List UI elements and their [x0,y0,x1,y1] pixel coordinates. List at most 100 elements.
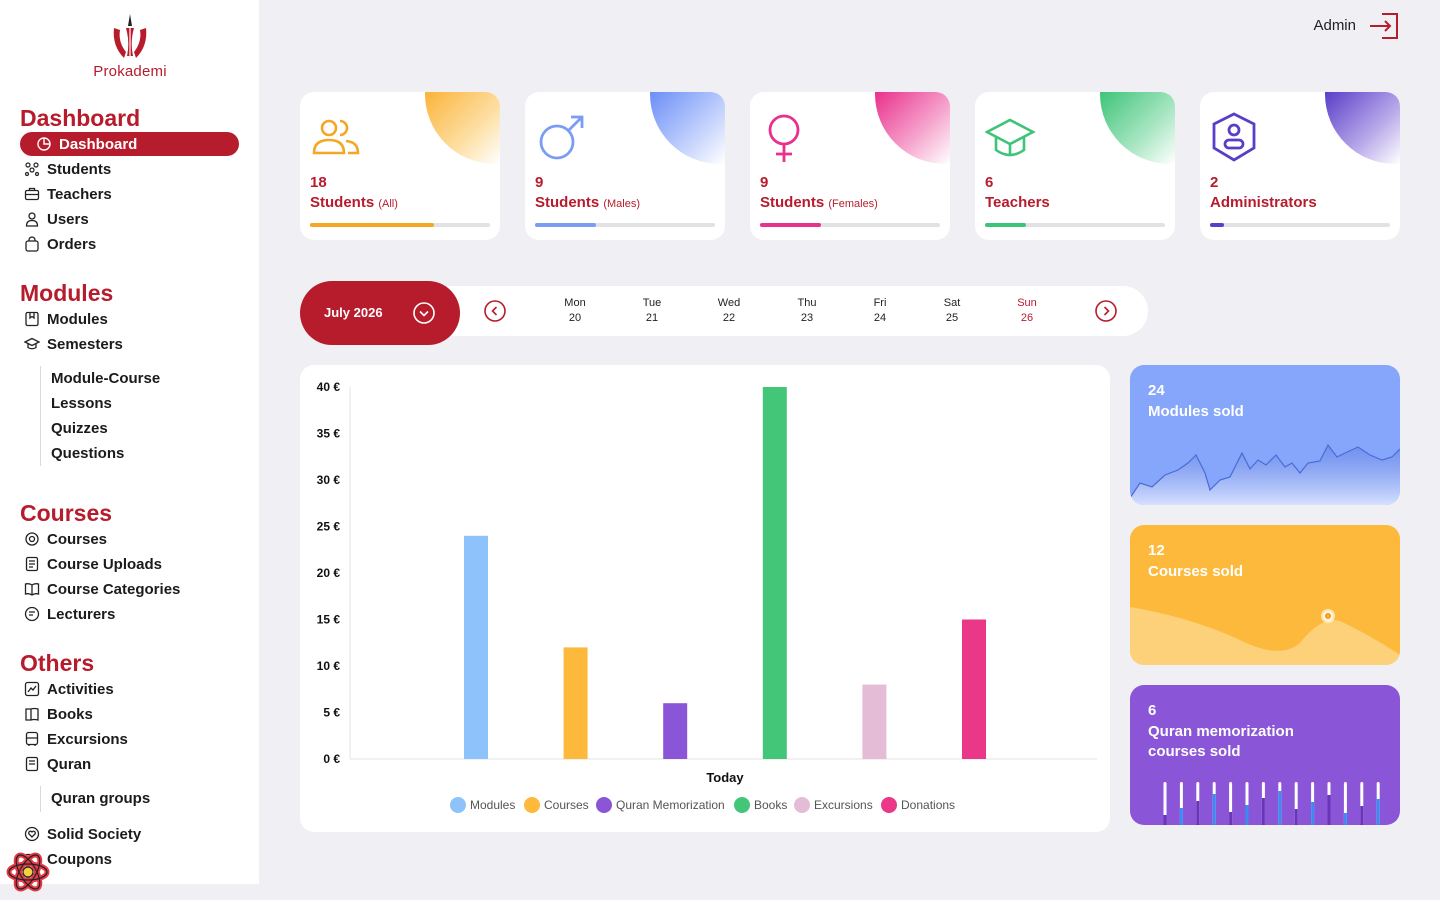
decor-bar-fill [1245,805,1249,825]
activity-icon [24,681,40,697]
pie-chart-icon [36,136,52,152]
sidebar-item-students[interactable]: Students [24,158,111,180]
logout-icon[interactable] [1368,12,1400,40]
decor-bar-fill [1376,799,1380,825]
y-tick-label: 10 € [317,659,341,673]
day-date: 24 [873,312,887,324]
y-tick-label: 0 € [323,752,340,766]
react-devtools-icon[interactable] [6,850,50,894]
section-title-others: Others [20,650,95,676]
bus-icon [24,731,40,747]
quran-icon [24,756,40,772]
legend-swatch [524,797,540,813]
section-title-dashboard: Dashboard [20,105,141,131]
stat-progress-track [310,223,490,227]
month-selector[interactable]: July 2026 [300,281,460,345]
day-thu[interactable]: Thu 23 [782,296,832,326]
sidebar-item-lecturers[interactable]: Lecturers [24,603,115,625]
day-name: Sat [943,297,961,309]
stat-progress-fill [760,223,822,227]
day-fri[interactable]: Fri 24 [855,296,905,326]
briefcase-icon [24,186,40,202]
sidebar-item-books[interactable]: Books [24,703,93,725]
card-decoration [425,92,500,164]
decor-bar-fill [1212,794,1216,825]
card-decoration [875,92,950,164]
sidebar-item-label: Users [47,210,89,228]
sidebar-subitem-quran-groups[interactable]: Quran groups [51,790,151,807]
decor-bar-fill [1278,791,1282,825]
sidebar-item-modules[interactable]: Modules [24,308,108,330]
stat-label: Students (Females) [760,194,878,211]
open-book-icon [24,581,40,597]
mini-card-label: Courses sold [1148,563,1244,580]
decor-bar-fill [1294,809,1298,825]
sidebar-item-course-categories[interactable]: Course Categories [24,578,180,600]
sidebar-subitem-quizzes[interactable]: Quizzes [51,420,108,437]
x-axis-label: Today [706,770,744,785]
day-name: Fri [873,297,887,309]
stat-card-teachers[interactable]: 6 Teachers [975,92,1175,240]
sidebar-item-quran[interactable]: Quran [24,753,91,775]
quran-bars-graphic [1130,685,1400,825]
stat-label: Teachers [985,194,1050,211]
prokademi-logo[interactable]: Prokademi [88,12,172,82]
day-name: Mon [564,297,586,309]
sidebar-item-label: Dashboard [59,135,138,153]
bar-excursions [862,684,887,759]
sidebar-item-label: Activities [47,680,114,698]
stat-label: Students (All) [310,194,398,211]
day-date: 25 [945,312,959,324]
y-tick-label: 20 € [317,566,341,580]
decor-bar-fill [1261,798,1265,825]
day-sun[interactable]: Sun 26 [1002,296,1052,326]
admin-user-label[interactable]: Admin [1313,17,1356,34]
mini-card-modules-sold[interactable]: 24 Modules sold [1130,365,1400,505]
sidebar-item-users[interactable]: Users [24,208,89,230]
lecturer-icon [24,606,40,622]
sidebar-item-course-uploads[interactable]: Course Uploads [24,553,162,575]
stat-value: 9 [760,174,769,191]
mini-card-quran-sold[interactable]: 6 Quran memorization courses sold [1130,685,1400,825]
decor-bar-fill [1327,795,1331,825]
legend-swatch [450,797,466,813]
graduation-cap-icon [24,336,40,352]
courses-area-graphic [1130,525,1400,665]
next-week-icon[interactable] [1094,299,1118,323]
day-sat[interactable]: Sat 25 [927,296,977,326]
sidebar-item-solid-society[interactable]: Solid Society [24,823,141,845]
heart-hands-icon [24,826,40,842]
sidebar-subitem-module-course[interactable]: Module-Course [51,370,161,387]
sidebar-item-teachers[interactable]: Teachers [24,183,112,205]
legend-label: Courses [544,798,589,812]
sidebar-item-courses[interactable]: Courses [24,528,107,550]
sidebar-item-dashboard[interactable]: Dashboard [20,132,239,156]
previous-week-icon[interactable] [483,299,507,323]
stat-card-students-all[interactable]: 18 Students (All) [300,92,500,240]
stat-card-students-females[interactable]: 9 Students (Females) [750,92,950,240]
day-wed[interactable]: Wed 22 [704,296,754,326]
sidebar-item-excursions[interactable]: Excursions [24,728,128,750]
stat-label-text: Students [535,194,600,211]
stat-qualifier: (Males) [603,198,641,210]
brand-name: Prokademi [88,63,172,80]
mini-card-courses-sold[interactable]: 12 Courses sold [1130,525,1400,665]
document-icon [24,556,40,572]
sidebar-item-activities[interactable]: Activities [24,678,114,700]
stat-qualifier: (Females) [828,198,878,210]
day-date: 20 [568,312,582,324]
bar-courses [563,647,588,759]
stat-card-administrators[interactable]: 2 Administrators [1200,92,1400,240]
sidebar-subitem-questions[interactable]: Questions [51,445,125,462]
mini-card-label: Modules sold [1148,403,1244,420]
day-mon[interactable]: Mon 20 [550,296,600,326]
day-date: 21 [645,312,659,324]
sidebar-subitem-lessons[interactable]: Lessons [51,395,112,412]
stat-progress-track [535,223,715,227]
bar-modules [464,535,488,759]
stat-card-students-males[interactable]: 9 Students (Males) [525,92,725,240]
bar-books [762,387,787,759]
day-tue[interactable]: Tue 21 [627,296,677,326]
sidebar-item-semesters[interactable]: Semesters [24,333,123,355]
sidebar-item-orders[interactable]: Orders [24,233,96,255]
